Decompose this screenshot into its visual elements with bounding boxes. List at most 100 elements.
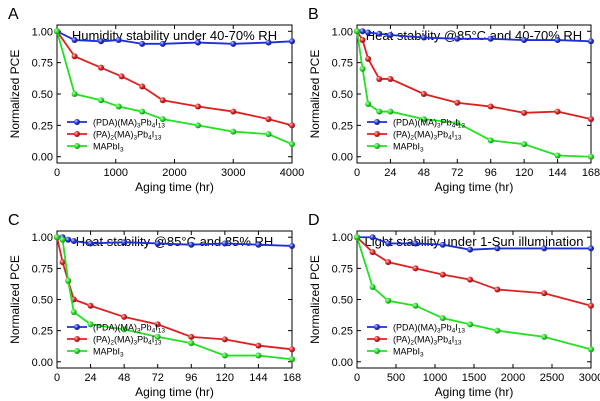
legend-label: MAPbI3 (93, 347, 124, 359)
data-point (265, 116, 272, 123)
y-tick-label: 0.75 (32, 263, 53, 275)
data-point (195, 103, 201, 110)
legend-label: (PDA)(MA)3Pb4I13 (93, 118, 165, 130)
data-point (87, 240, 94, 247)
x-tick-label: 72 (152, 372, 164, 384)
data-point (359, 28, 366, 35)
data-point (195, 39, 201, 46)
y-tick-label: 0.75 (332, 58, 353, 70)
data-point (59, 259, 66, 266)
x-axis-label: Aging time (hr) (135, 180, 214, 194)
chart-panel-c: C Heat stability @85°C and 85% RH 0 24 48 72 9… (8, 212, 301, 399)
data-point (289, 141, 295, 148)
data-point (121, 239, 128, 246)
data-point (255, 342, 262, 349)
y-axis-label: Normalized PCE (308, 255, 322, 344)
data-point (420, 116, 427, 123)
data-point (454, 99, 461, 106)
legend-label: MAPbI3 (393, 142, 424, 154)
data-point (554, 152, 561, 159)
data-point (195, 122, 201, 129)
legend-marker (374, 348, 380, 354)
chart-panel-a: A Humidity stability under 40-70% RH 0 1000… (8, 6, 304, 194)
series-line (56, 237, 293, 351)
y-tick-label: 0.00 (32, 357, 53, 369)
x-tick-label: 24 (384, 167, 396, 179)
data-point (494, 327, 501, 334)
data-point (541, 333, 548, 340)
data-point (541, 290, 548, 297)
data-point (154, 333, 161, 340)
y-tick-label: 0.00 (332, 357, 353, 369)
y-tick-label: 0.75 (32, 58, 53, 70)
panel-letter: B (308, 6, 319, 23)
data-point (467, 321, 474, 328)
x-tick-label: 2000 (162, 167, 186, 179)
panel-letter: D (308, 212, 320, 229)
y-tick-label: 0.50 (32, 295, 53, 307)
x-tick-label: 0 (54, 372, 60, 384)
data-point (71, 53, 78, 60)
data-point (387, 32, 394, 39)
data-point (439, 241, 446, 248)
data-point (289, 38, 295, 45)
series-line (356, 30, 592, 120)
x-axis-label: Aging time (hr) (435, 385, 514, 399)
data-point (255, 352, 262, 359)
legend-label: (PA)2(MA)3Pb4I13 (393, 335, 462, 347)
data-point (70, 308, 77, 315)
data-point (159, 40, 166, 47)
x-tick-label: 0 (354, 372, 360, 384)
data-point (359, 65, 366, 72)
panel-letter: C (8, 212, 20, 229)
data-point (289, 242, 295, 249)
x-tick-label: 3000 (221, 167, 245, 179)
x-tick-label: 96 (485, 167, 497, 179)
data-point (467, 246, 474, 253)
y-axis-label: Normalized PCE (8, 255, 22, 344)
panel-title: Heat stability @85°C and 85% RH (76, 234, 274, 249)
y-tick-label: 1.00 (32, 26, 53, 38)
data-point (454, 119, 461, 126)
data-point (376, 30, 383, 37)
data-point (289, 346, 295, 353)
data-point (554, 37, 561, 44)
data-point (588, 38, 594, 45)
x-tick-label: 500 (387, 372, 405, 384)
data-point (487, 35, 494, 42)
data-point (487, 137, 494, 144)
y-axis-label: Normalized PCE (308, 50, 322, 139)
series-line (56, 31, 293, 146)
data-point (365, 101, 372, 108)
x-tick-label: 48 (118, 372, 130, 384)
data-point (385, 240, 392, 247)
data-point (121, 313, 128, 320)
data-point (420, 34, 427, 41)
legend-marker (374, 324, 380, 330)
x-tick-label: 0 (354, 167, 360, 179)
panel-title: Light stability under 1-Sun illumination (365, 234, 584, 249)
data-point (87, 321, 94, 328)
legend-label: (PDA)(MA)3Pb4I13 (393, 323, 465, 335)
data-point (467, 276, 474, 283)
data-point (387, 108, 394, 115)
data-point (121, 326, 128, 333)
x-tick-label: 1000 (104, 167, 128, 179)
x-tick-label: 0 (54, 167, 60, 179)
data-point (115, 103, 122, 110)
data-point (588, 153, 594, 160)
y-tick-label: 0.75 (332, 263, 353, 275)
data-point (354, 28, 360, 35)
data-point (98, 97, 105, 104)
legend-marker (74, 131, 80, 137)
legend-label: (PA)2(MA)3Pb4I13 (93, 335, 162, 347)
data-point (221, 352, 228, 359)
x-axis-label: Aging time (hr) (435, 180, 514, 194)
legend-marker (74, 324, 80, 330)
legend-marker (374, 119, 380, 125)
data-point (521, 37, 528, 44)
legend-marker (74, 336, 80, 342)
data-point (365, 29, 372, 36)
data-point (115, 37, 122, 44)
